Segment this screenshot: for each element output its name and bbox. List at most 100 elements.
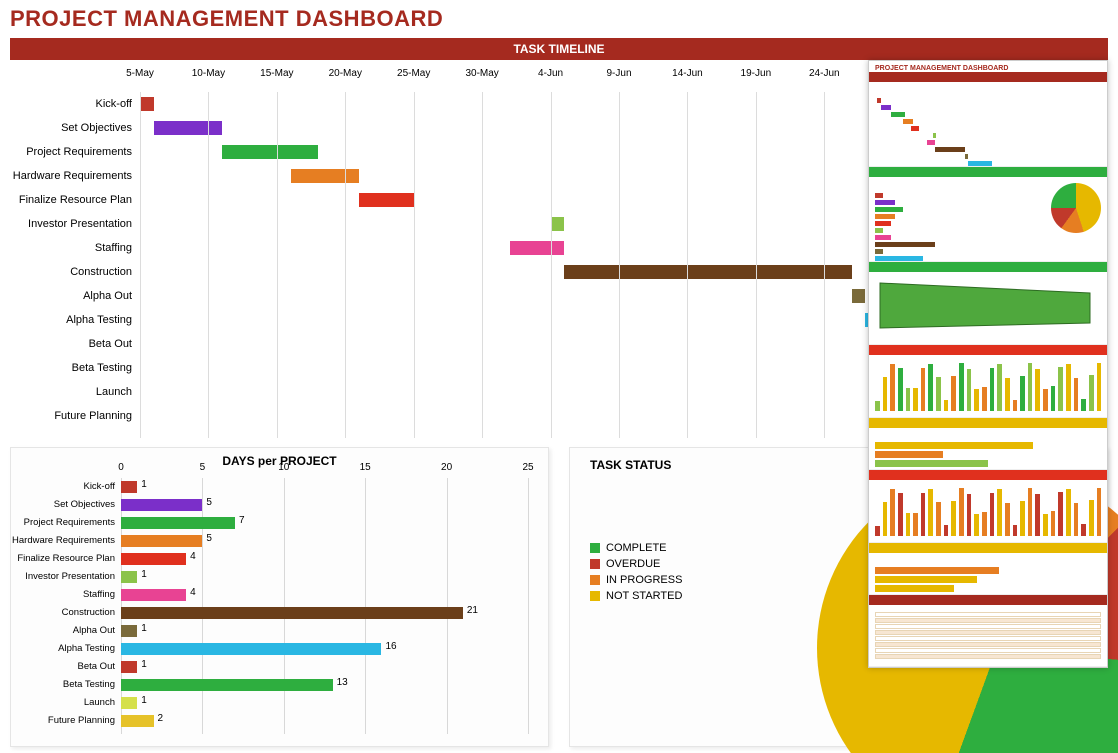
thumb-body — [869, 605, 1107, 666]
days-row: 1 — [121, 694, 528, 712]
days-bar — [121, 697, 137, 709]
gantt-bar — [551, 217, 565, 231]
days-bar — [121, 715, 154, 727]
days-task-label: Future Planning — [11, 712, 121, 730]
thumb-body — [869, 177, 1107, 261]
days-value: 5 — [202, 497, 212, 508]
days-task-label: Finalize Resource Plan — [11, 550, 121, 568]
gantt-tick: 10-May — [192, 68, 225, 79]
gantt-bar — [510, 241, 565, 255]
gantt-bar — [359, 193, 414, 207]
gantt-bar — [154, 121, 222, 135]
days-row: 2 — [121, 712, 528, 730]
gantt-bar — [852, 289, 866, 303]
days-bar — [121, 679, 333, 691]
gantt-task-label: Construction — [10, 260, 140, 284]
thumb-header — [869, 345, 1107, 355]
days-bar — [121, 589, 186, 601]
gantt-gridline — [551, 92, 552, 438]
thumb-section — [869, 543, 1107, 595]
thumb-section — [869, 418, 1107, 470]
days-value: 4 — [186, 551, 196, 562]
days-bar — [121, 517, 235, 529]
days-row: 7 — [121, 514, 528, 532]
gantt-task-label: Finalize Resource Plan — [10, 188, 140, 212]
days-value: 1 — [137, 695, 147, 706]
days-row: 5 — [121, 496, 528, 514]
days-tick: 0 — [118, 462, 124, 473]
gantt-tick: 25-May — [397, 68, 430, 79]
gantt-gridline — [277, 92, 278, 438]
days-value: 5 — [202, 533, 212, 544]
gantt-bar — [291, 169, 359, 183]
days-row: 1 — [121, 478, 528, 496]
days-tick: 10 — [278, 462, 289, 473]
days-value: 2 — [154, 713, 164, 724]
days-task-label: Launch — [11, 694, 121, 712]
gantt-task-label: Alpha Out — [10, 284, 140, 308]
gantt-tick: 4-Jun — [538, 68, 563, 79]
legend-item: IN PROGRESS — [590, 574, 682, 586]
thumb-title: PROJECT MANAGEMENT DASHBOARD — [869, 61, 1107, 72]
days-row: 16 — [121, 640, 528, 658]
legend-swatch — [590, 543, 600, 553]
days-value: 1 — [137, 623, 147, 634]
dashboard-thumbnails: PROJECT MANAGEMENT DASHBOARD — [868, 60, 1108, 668]
days-row: 1 — [121, 568, 528, 586]
legend-item: NOT STARTED — [590, 590, 682, 602]
days-gridline — [528, 478, 529, 734]
thumb-body — [869, 428, 1107, 469]
status-legend: COMPLETE OVERDUE IN PROGRESS NOT STARTED — [590, 538, 682, 606]
gantt-gridline — [140, 92, 141, 438]
gantt-tick: 15-May — [260, 68, 293, 79]
thumb-header — [869, 72, 1107, 82]
gantt-task-label: Staffing — [10, 236, 140, 260]
days-task-label: Beta Out — [11, 658, 121, 676]
gantt-gridline — [756, 92, 757, 438]
thumb-body — [869, 480, 1107, 542]
days-bar — [121, 571, 137, 583]
days-row: 1 — [121, 622, 528, 640]
legend-swatch — [590, 559, 600, 569]
thumb-section — [869, 72, 1107, 167]
days-value: 21 — [463, 605, 478, 616]
gantt-task-label: Set Objectives — [10, 116, 140, 140]
days-row: 5 — [121, 532, 528, 550]
thumb-section — [869, 595, 1107, 667]
thumb-header — [869, 262, 1107, 272]
days-task-label: Construction — [11, 604, 121, 622]
gantt-gridline — [687, 92, 688, 438]
gantt-bar — [564, 265, 851, 279]
days-value: 1 — [137, 569, 147, 580]
days-task-label: Hardware Requirements — [11, 532, 121, 550]
thumb-section — [869, 167, 1107, 262]
gantt-tick: 14-Jun — [672, 68, 703, 79]
days-value: 7 — [235, 515, 245, 526]
thumb-body — [869, 272, 1107, 344]
thumb-body — [869, 82, 1107, 166]
thumb-section — [869, 262, 1107, 345]
days-bar — [121, 553, 186, 565]
gantt-task-label: Kick-off — [10, 92, 140, 116]
gantt-bar — [222, 145, 318, 159]
section-header-timeline: TASK TIMELINE — [10, 38, 1108, 60]
days-bar — [121, 607, 463, 619]
days-tick: 25 — [522, 462, 533, 473]
legend-item: COMPLETE — [590, 542, 682, 554]
gantt-task-label: Beta Out — [10, 332, 140, 356]
days-task-label: Alpha Out — [11, 622, 121, 640]
legend-label: OVERDUE — [606, 558, 660, 570]
days-tick: 15 — [360, 462, 371, 473]
days-value: 1 — [137, 659, 147, 670]
days-bar — [121, 481, 137, 493]
legend-label: COMPLETE — [606, 542, 667, 554]
thumb-header — [869, 418, 1107, 428]
thumb-header — [869, 167, 1107, 177]
days-value: 16 — [381, 641, 396, 652]
days-row: 4 — [121, 586, 528, 604]
gantt-tick: 30-May — [465, 68, 498, 79]
gantt-gridline — [619, 92, 620, 438]
page-title: PROJECT MANAGEMENT DASHBOARD — [10, 6, 1108, 32]
days-bar — [121, 499, 202, 511]
thumb-section — [869, 470, 1107, 543]
